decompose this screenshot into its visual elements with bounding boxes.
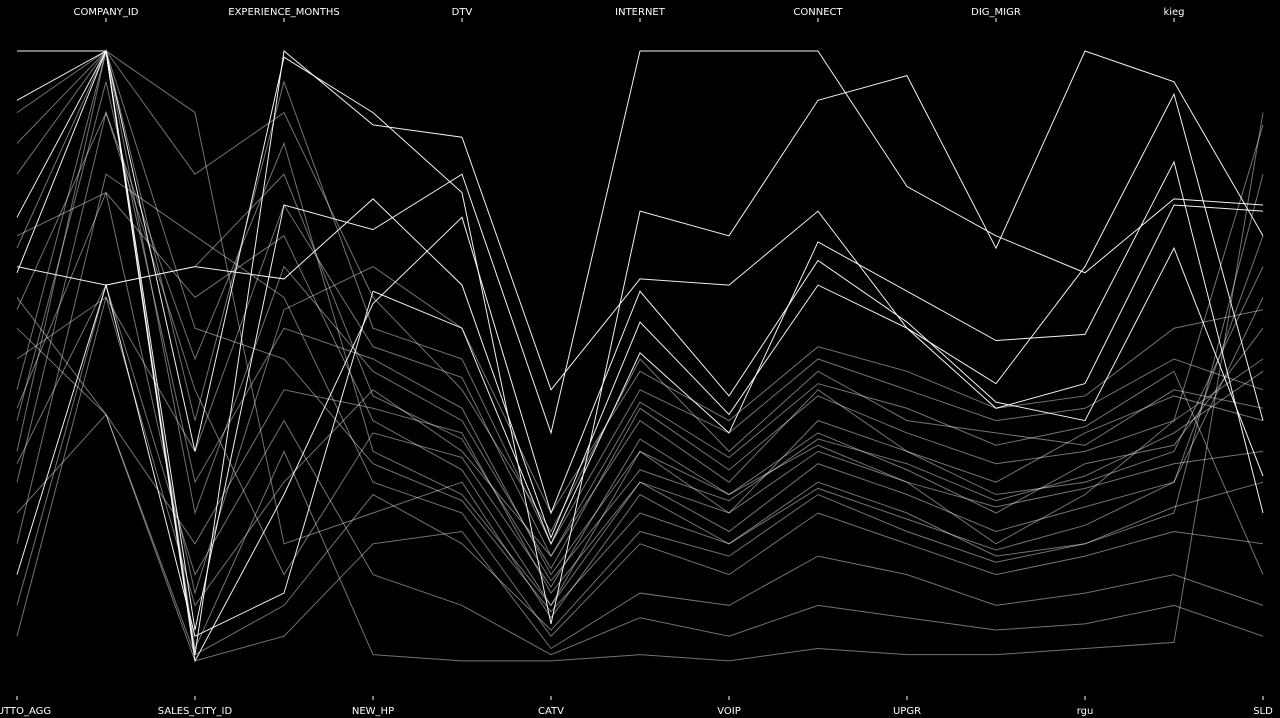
record-line bbox=[16, 81, 1264, 576]
record-line bbox=[16, 173, 1264, 582]
record-line bbox=[16, 327, 1264, 594]
record-line bbox=[16, 50, 1264, 631]
axis-label: DIG_MIGR bbox=[971, 7, 1021, 18]
axis-label: COMPANY_ID bbox=[74, 7, 139, 18]
record-line bbox=[16, 203, 1264, 637]
record-line bbox=[16, 49, 1264, 613]
record-line bbox=[16, 50, 1264, 545]
record-line bbox=[16, 49, 1264, 624]
record-line bbox=[16, 160, 1264, 637]
record-line bbox=[16, 198, 1264, 540]
record-line bbox=[16, 50, 1264, 662]
axis-label: EXPERIENCE_MONTHS bbox=[228, 7, 339, 18]
record-line bbox=[16, 49, 1264, 533]
record-line bbox=[16, 192, 1264, 607]
record-line bbox=[16, 50, 1264, 619]
record-line bbox=[17, 50, 1264, 655]
axis-label: INTERNET bbox=[615, 7, 666, 18]
record-line bbox=[16, 49, 1264, 570]
axis-label: CATV bbox=[538, 706, 564, 717]
axis-label: VOIP bbox=[717, 706, 741, 717]
record-line bbox=[16, 283, 1264, 656]
record-line bbox=[16, 191, 1264, 596]
axis-label: CONNECT bbox=[793, 7, 843, 18]
record-line bbox=[16, 173, 1264, 637]
record-line bbox=[16, 110, 1264, 607]
record-line bbox=[16, 297, 1264, 662]
record-line bbox=[16, 111, 1264, 588]
axis-label: kieg bbox=[1163, 7, 1184, 18]
record-line bbox=[16, 49, 1264, 663]
axis-label: BRUTTO_AGG bbox=[0, 706, 51, 717]
record-line bbox=[16, 296, 1264, 607]
record-line bbox=[16, 413, 1264, 656]
axis-label: DTV bbox=[452, 7, 473, 18]
axis-label: NEW_HP bbox=[352, 706, 394, 717]
axis-label: UPGR bbox=[893, 706, 921, 717]
axis-label: SLD bbox=[1253, 706, 1273, 717]
axis-label: rgu bbox=[1077, 706, 1094, 717]
axis-label: SALES_CITY_ID bbox=[158, 706, 233, 717]
